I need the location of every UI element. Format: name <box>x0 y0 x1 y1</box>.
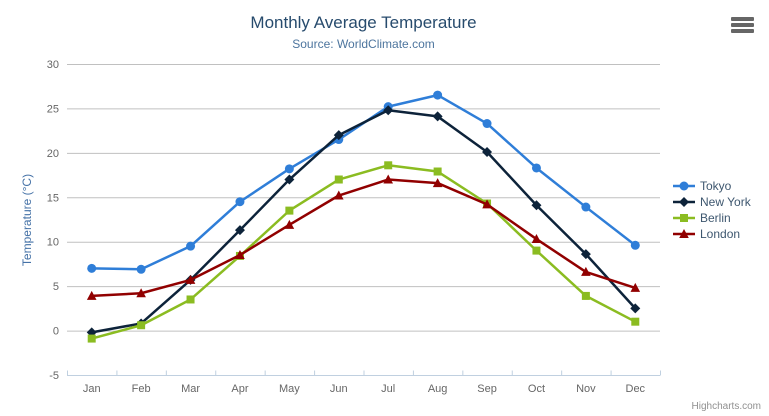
series-line-new-york[interactable] <box>90 108 637 334</box>
y-tick-label: 10 <box>47 237 59 249</box>
legend-marker-circle-icon <box>673 181 695 191</box>
series-tokyo <box>87 90 640 274</box>
point-new-york-oct[interactable] <box>531 200 542 211</box>
y-tick-label: 0 <box>53 326 59 338</box>
series-new-york <box>86 105 641 338</box>
point-new-york-sep[interactable] <box>482 146 493 157</box>
point-london-jan[interactable] <box>86 290 97 300</box>
y-axis-title: Temperature (°C) <box>20 173 34 267</box>
legend-label-tokyo: Tokyo <box>700 179 732 193</box>
point-tokyo-jan[interactable] <box>87 263 97 273</box>
legend-label-berlin: Berlin <box>700 211 731 225</box>
legend-marker-square-icon <box>673 214 695 222</box>
series-line-berlin[interactable] <box>90 164 637 340</box>
point-berlin-nov[interactable] <box>581 291 590 300</box>
point-berlin-feb[interactable] <box>137 321 146 330</box>
point-new-york-may[interactable] <box>284 174 295 185</box>
y-tick-label: 25 <box>47 103 59 115</box>
point-london-jun[interactable] <box>333 190 344 200</box>
x-tick-label: Feb <box>132 383 151 395</box>
x-tick-label: Nov <box>576 383 596 395</box>
legend-symbol-london[interactable] <box>679 229 689 238</box>
point-tokyo-may[interactable] <box>284 164 294 174</box>
point-london-sep[interactable] <box>482 199 492 209</box>
point-tokyo-nov[interactable] <box>581 202 591 212</box>
point-berlin-mar[interactable] <box>186 295 195 304</box>
point-new-york-jul[interactable] <box>383 105 394 116</box>
point-london-feb[interactable] <box>136 288 146 298</box>
y-tick-label: -5 <box>49 370 59 382</box>
series-berlin <box>87 161 640 343</box>
hamburger-bar <box>731 23 754 27</box>
point-london-oct[interactable] <box>531 234 542 244</box>
legend: Tokyo New York Berlin London <box>673 178 751 242</box>
legend-item-london[interactable]: London <box>673 226 751 242</box>
hamburger-bar <box>731 17 754 21</box>
point-tokyo-dec[interactable] <box>630 240 640 250</box>
y-tick-label: 15 <box>47 192 59 204</box>
hamburger-menu-icon[interactable] <box>731 17 754 35</box>
point-london-may[interactable] <box>284 219 295 229</box>
highcharts-credits-link[interactable]: Highcharts.com <box>691 401 761 412</box>
point-new-york-apr[interactable] <box>234 225 245 236</box>
legend-symbol-berlin[interactable] <box>680 214 688 222</box>
point-london-aug[interactable] <box>432 178 443 188</box>
chart-subtitle: Source: WorldClimate.com <box>292 37 435 51</box>
point-tokyo-feb[interactable] <box>136 264 146 274</box>
y-tick-label: 30 <box>47 59 59 71</box>
hamburger-bar <box>731 29 754 33</box>
legend-marker-diamond-icon <box>673 197 695 207</box>
legend-label-new-york: New York <box>700 195 751 209</box>
x-tick-label: Apr <box>231 383 248 395</box>
point-berlin-jul[interactable] <box>384 161 393 170</box>
legend-label-london: London <box>700 227 741 241</box>
legend-marker-triangle-icon <box>673 229 695 238</box>
legend-item-berlin[interactable]: Berlin <box>673 210 751 226</box>
point-new-york-dec[interactable] <box>630 303 641 314</box>
y-tick-label: 20 <box>47 148 59 160</box>
point-tokyo-oct[interactable] <box>531 163 541 173</box>
point-london-apr[interactable] <box>235 250 245 260</box>
point-london-jul[interactable] <box>383 174 394 184</box>
y-tick-label: 5 <box>53 281 59 293</box>
point-berlin-jan[interactable] <box>87 334 96 343</box>
point-new-york-aug[interactable] <box>432 111 443 122</box>
point-london-mar[interactable] <box>185 274 196 284</box>
point-berlin-aug[interactable] <box>433 167 442 176</box>
point-london-nov[interactable] <box>581 266 591 276</box>
x-tick-label: Dec <box>626 383 646 395</box>
legend-item-new-york[interactable]: New York <box>673 194 751 210</box>
series-line-tokyo[interactable] <box>90 93 637 271</box>
point-tokyo-sep[interactable] <box>482 119 492 129</box>
legend-symbol-new-york[interactable] <box>679 197 689 207</box>
point-berlin-jun[interactable] <box>334 175 343 184</box>
point-berlin-oct[interactable] <box>532 246 541 255</box>
x-tick-label: Sep <box>477 383 497 395</box>
chart-title: Monthly Average Temperature <box>250 13 477 32</box>
point-tokyo-apr[interactable] <box>235 197 245 207</box>
x-tick-label: Aug <box>428 383 448 395</box>
point-new-york-nov[interactable] <box>580 249 591 260</box>
point-berlin-dec[interactable] <box>631 317 640 326</box>
x-tick-label: May <box>279 383 300 395</box>
point-london-dec[interactable] <box>630 282 641 292</box>
x-tick-label: Jan <box>83 383 101 395</box>
series-line-london[interactable] <box>90 178 637 298</box>
legend-symbol-tokyo[interactable] <box>679 181 689 191</box>
point-tokyo-mar[interactable] <box>186 241 196 251</box>
point-tokyo-aug[interactable] <box>433 90 443 100</box>
legend-item-tokyo[interactable]: Tokyo <box>673 178 751 194</box>
x-tick-label: Jun <box>330 383 348 395</box>
point-berlin-may[interactable] <box>285 206 294 215</box>
series-london <box>86 174 641 300</box>
x-tick-label: Mar <box>181 383 200 395</box>
point-new-york-jun[interactable] <box>333 130 344 141</box>
x-tick-label: Jul <box>381 383 395 395</box>
x-tick-label: Oct <box>528 383 545 395</box>
